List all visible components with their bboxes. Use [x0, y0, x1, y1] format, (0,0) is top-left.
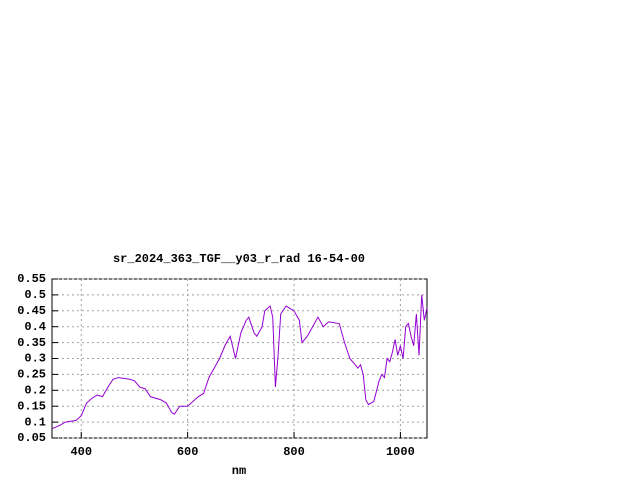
- y-tick-label: 0.35: [17, 336, 46, 350]
- y-tick-label: 0.4: [24, 320, 46, 334]
- x-tick-label: 800: [283, 445, 305, 459]
- y-tick-label: 0.3: [24, 352, 46, 366]
- x-axis-label: nm: [232, 464, 246, 478]
- x-tick-label: 1000: [386, 445, 415, 459]
- y-tick-label: 0.1: [24, 415, 46, 429]
- y-tick-label: 0.25: [17, 368, 46, 382]
- chart-title: sr_2024_363_TGF__y03_r_rad 16-54-00: [113, 252, 365, 266]
- x-tick-label: 600: [177, 445, 199, 459]
- y-tick-label: 0.2: [24, 383, 46, 397]
- data-line: [52, 294, 428, 429]
- y-tick-label: 0.05: [17, 431, 46, 445]
- y-tick-label: 0.55: [17, 272, 46, 286]
- y-tick-label: 0.15: [17, 399, 46, 413]
- y-tick-label: 0.45: [17, 304, 46, 318]
- y-tick-label: 0.5: [24, 288, 46, 302]
- x-tick-label: 400: [70, 445, 92, 459]
